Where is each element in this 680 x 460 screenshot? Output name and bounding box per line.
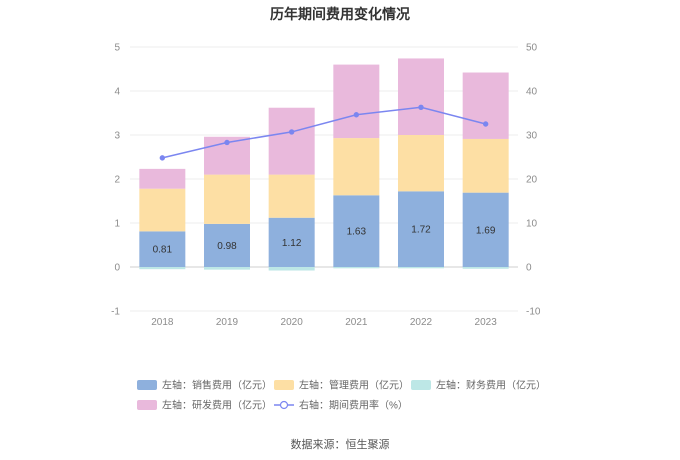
right-axis: -10 0 10 20 30 40 50	[526, 43, 541, 318]
right-tick-label: 40	[526, 87, 538, 98]
bar-segment	[398, 58, 444, 135]
line-point	[224, 139, 230, 146]
legend-item[interactable]: 左轴：管理费用（亿元）	[274, 379, 409, 392]
left-tick-label: 4	[114, 87, 120, 98]
legend-item[interactable]: 左轴：财务费用（亿元）	[411, 379, 546, 392]
right-tick-label: 50	[526, 43, 538, 54]
grid	[130, 46, 518, 312]
legend-marker	[279, 400, 289, 410]
bar-segment	[139, 168, 186, 189]
left-tick-label: 1	[114, 219, 120, 230]
bar-segment	[268, 174, 315, 218]
bar-segment	[139, 188, 186, 232]
data-label: 1.12	[282, 238, 302, 249]
x-tick-label: 2019	[216, 317, 239, 328]
legend-label: 左轴：管理费用（亿元）	[299, 379, 409, 392]
expense-rate-line	[159, 104, 489, 161]
legend-label: 左轴：销售费用（亿元）	[162, 379, 272, 392]
bar-segment	[462, 72, 509, 139]
data-labels: 0.81 0.98 1.12 1.63 1.72 1.69	[153, 225, 496, 256]
right-tick-label: 20	[526, 175, 538, 186]
legend-label: 右轴：期间费用率（%）	[299, 399, 408, 412]
bar-segment	[333, 64, 380, 139]
x-tick-label: 2018	[151, 317, 174, 328]
right-tick-label: -10	[526, 307, 541, 318]
left-tick-label: 3	[114, 131, 120, 142]
bar-segment	[462, 267, 509, 269]
bar-segment	[462, 138, 509, 193]
line-point	[288, 129, 295, 135]
bar-segment	[139, 231, 186, 267]
left-axis: -1 0 1 2 3 4 5	[111, 43, 120, 318]
bar-segment	[398, 135, 444, 192]
legend[interactable]: 左轴：销售费用（亿元） 左轴：管理费用（亿元） 左轴：财务费用（亿元） 左轴：研发费用…	[137, 379, 546, 412]
left-tick-label: -1	[111, 307, 120, 318]
bar-segment	[204, 174, 250, 224]
bars	[139, 58, 509, 271]
bar-segment	[333, 195, 380, 267]
series-line	[162, 106, 486, 159]
x-tick-label: 2022	[410, 317, 433, 328]
right-tick-label: 30	[526, 131, 538, 142]
bar-segment	[462, 192, 509, 267]
line-point	[353, 112, 360, 118]
line-point	[418, 104, 424, 110]
x-tick-label: 2021	[345, 317, 368, 328]
legend-item[interactable]: 左轴：销售费用（亿元）	[137, 379, 272, 392]
data-label: 1.63	[347, 227, 367, 238]
legend-swatch	[411, 380, 431, 390]
legend-item[interactable]: 右轴：期间费用率（%）	[274, 399, 408, 412]
right-tick-label: 0	[526, 263, 532, 274]
bar-segment	[398, 191, 444, 267]
bar-segment	[398, 267, 444, 269]
data-label: 0.81	[153, 245, 173, 256]
x-axis: 2018 2019 2020 2021 2022 2023	[151, 317, 497, 328]
bar-segment	[268, 217, 315, 267]
legend-label: 左轴：研发费用（亿元）	[162, 399, 272, 412]
bar-segment	[204, 267, 250, 270]
legend-swatch	[274, 380, 294, 390]
left-tick-label: 5	[114, 43, 120, 54]
legend-swatch	[137, 380, 157, 390]
legend-label: 左轴：财务费用（亿元）	[436, 379, 546, 392]
bar-segment	[333, 138, 380, 196]
legend-swatch	[137, 400, 157, 410]
bar-segment	[333, 267, 380, 269]
x-tick-label: 2020	[281, 317, 304, 328]
bar-segment	[139, 267, 186, 270]
line-point	[482, 121, 489, 127]
legend-item[interactable]: 左轴：研发费用（亿元）	[137, 399, 272, 412]
data-label: 0.98	[217, 241, 237, 252]
bar-segment	[204, 223, 250, 267]
right-tick-label: 10	[526, 219, 538, 230]
bar-segment	[268, 267, 315, 271]
line-point	[159, 155, 166, 161]
chart-title: 历年期间费用变化情况	[270, 6, 410, 22]
source-note: 数据来源：恒生聚源	[291, 437, 390, 451]
left-tick-label: 0	[114, 263, 120, 274]
x-tick-label: 2023	[475, 317, 498, 328]
bar-segment	[268, 107, 315, 175]
data-label: 1.69	[476, 225, 496, 236]
data-label: 1.72	[411, 225, 431, 236]
left-tick-label: 2	[114, 175, 120, 186]
